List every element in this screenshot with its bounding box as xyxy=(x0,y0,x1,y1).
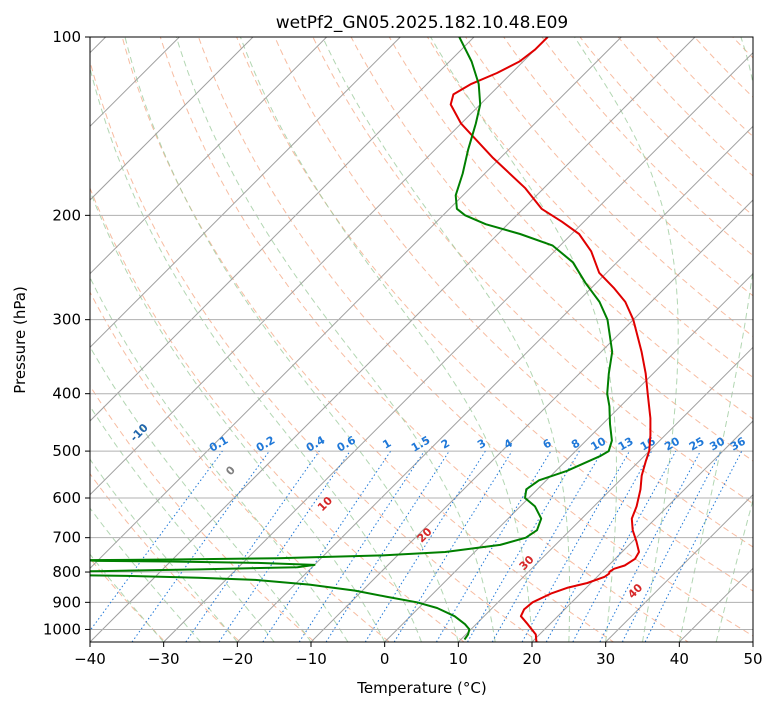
x-tick-label: −40 xyxy=(74,650,106,668)
mixing-ratio-line xyxy=(572,450,677,642)
x-axis-ticks: −40 −30 −20 −10 0 10 20 30 40 50 xyxy=(74,642,763,668)
isotherm-line xyxy=(163,51,753,642)
isotherm-line xyxy=(90,37,622,570)
y-tick-label: 800 xyxy=(52,563,81,581)
moist-adiabat-line xyxy=(430,37,617,642)
mixing-ratio-line xyxy=(393,450,513,642)
y-tick-label: 400 xyxy=(52,385,81,403)
moist-adiabat-line xyxy=(175,37,496,642)
isotherm-line xyxy=(90,37,328,275)
moist-adiabat-line xyxy=(124,37,459,642)
plot-frame xyxy=(89,36,754,643)
dry-adiabat-line xyxy=(90,472,241,642)
y-tick-label: 1000 xyxy=(43,620,81,638)
dry-adiabat-line xyxy=(159,37,690,642)
moist-adiabat-line xyxy=(90,276,349,642)
dry-adiabat-line xyxy=(236,37,753,592)
y-tick-label: 600 xyxy=(52,489,81,507)
y-tick-label: 900 xyxy=(52,593,81,611)
mixing-ratio-line xyxy=(90,450,223,632)
moist-adiabat-line xyxy=(90,405,275,642)
mixing-ratio-line xyxy=(325,450,450,642)
x-tick-label: 50 xyxy=(743,650,762,668)
chart-title: wetPf2_GN05.2025.182.10.48.E09 xyxy=(276,13,568,33)
x-tick-label: −30 xyxy=(148,650,180,668)
isotherm-line xyxy=(605,493,753,642)
moist-adiabat-line xyxy=(90,553,165,642)
mixing-ratio-line xyxy=(218,450,351,642)
isotherm-line xyxy=(90,37,254,201)
moist-adiabat-line xyxy=(90,189,386,642)
x-axis-title: Temperature (°C) xyxy=(356,679,486,697)
y-axis-ticks: 100 200 300 400 500 600 700 800 900 1000 xyxy=(43,28,90,638)
moist-adiabat-line xyxy=(239,37,533,642)
moist-adiabat-line xyxy=(90,507,201,642)
y-tick-label: 300 xyxy=(52,311,81,329)
dry-adiabat-line xyxy=(465,37,753,338)
isotherm-line xyxy=(531,420,753,642)
isotherm-line xyxy=(384,272,753,642)
isotherm-line xyxy=(310,199,753,642)
dry-adiabat-line xyxy=(90,186,465,642)
dry-adiabat-line xyxy=(90,291,391,642)
x-tick-label: 30 xyxy=(596,650,615,668)
isotherm-line xyxy=(236,125,753,642)
moist-adiabat-line xyxy=(678,37,753,642)
dry-adiabat-line xyxy=(90,59,540,642)
dry-adiabat-line xyxy=(90,384,316,642)
dry-adiabat-line xyxy=(426,37,753,379)
x-tick-label: −10 xyxy=(295,650,327,668)
moist-adiabat-line xyxy=(574,37,679,642)
mixing-ratio-line xyxy=(298,450,425,642)
x-tick-label: 40 xyxy=(670,650,689,668)
isotherm-line xyxy=(90,37,475,422)
dry-adiabat-line xyxy=(197,37,753,637)
y-tick-label: 700 xyxy=(52,529,81,547)
isotherm-line xyxy=(90,37,696,642)
temperature-profile-line xyxy=(449,37,652,642)
dewpoint-profile-line xyxy=(90,37,614,641)
moist-adiabat-line xyxy=(715,498,753,642)
x-tick-label: −20 xyxy=(222,650,254,668)
y-axis-title: Pressure (hPa) xyxy=(11,286,29,394)
isotherm-line xyxy=(90,37,549,496)
profile-lines xyxy=(90,37,652,642)
y-tick-label: 200 xyxy=(52,206,81,224)
isotherm-line xyxy=(457,346,753,642)
mixing-ratio-line xyxy=(131,450,270,642)
mixing-ratio-line xyxy=(644,450,743,642)
x-tick-label: 0 xyxy=(380,650,390,668)
y-tick-label: 100 xyxy=(52,28,81,46)
x-tick-label: 20 xyxy=(522,650,541,668)
dry-adiabat-line xyxy=(503,37,753,297)
dry-adiabat-line xyxy=(121,37,615,642)
moist-adiabat-line xyxy=(322,37,571,642)
mixing-ratio-line xyxy=(545,450,653,642)
isotherm-line xyxy=(90,37,401,349)
mixing-ratio-line xyxy=(521,450,630,642)
mixing-ratio-line xyxy=(262,450,392,642)
moist-adiabat-line xyxy=(90,458,238,642)
mixing-ratio-line xyxy=(185,450,320,642)
dry-adiabat-line xyxy=(312,37,753,505)
y-tick-label: 500 xyxy=(52,442,81,460)
x-tick-label: 10 xyxy=(449,650,468,668)
